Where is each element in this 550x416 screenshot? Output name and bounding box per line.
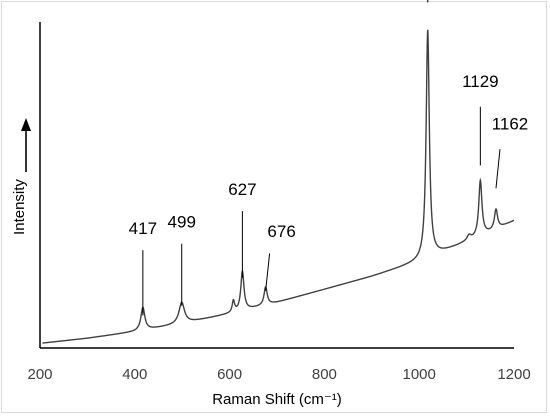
axes: 200 400 600 800 1000 1200 bbox=[27, 22, 531, 383]
x-tick-label: 1000 bbox=[403, 366, 436, 383]
intensity-arrow bbox=[21, 118, 31, 172]
x-axis-title: Raman Shift (cm⁻¹) bbox=[212, 391, 342, 408]
peak-label: 499 bbox=[168, 212, 196, 231]
peak-annotations: 417499627676101811291162 bbox=[129, 0, 529, 316]
peak-label: 417 bbox=[129, 219, 157, 238]
peak-label: 1129 bbox=[462, 72, 499, 91]
x-tick-label: 200 bbox=[27, 366, 52, 383]
peak-label: 1162 bbox=[492, 115, 529, 134]
x-tick-label: 1200 bbox=[497, 366, 530, 383]
spectrum-series-line bbox=[42, 29, 515, 344]
x-tick-label: 400 bbox=[122, 366, 147, 383]
x-tick-label: 600 bbox=[217, 366, 242, 383]
x-tick-label: 800 bbox=[312, 366, 337, 383]
arrow-head bbox=[21, 118, 31, 131]
peak-callout-line bbox=[495, 149, 501, 189]
peak-callout-line bbox=[265, 253, 271, 292]
peak-label: 676 bbox=[267, 222, 295, 241]
y-axis-title: Intensity bbox=[11, 179, 28, 235]
peak-label: 627 bbox=[228, 180, 256, 199]
x-tick-labels: 200 400 600 800 1000 1200 bbox=[27, 366, 530, 383]
